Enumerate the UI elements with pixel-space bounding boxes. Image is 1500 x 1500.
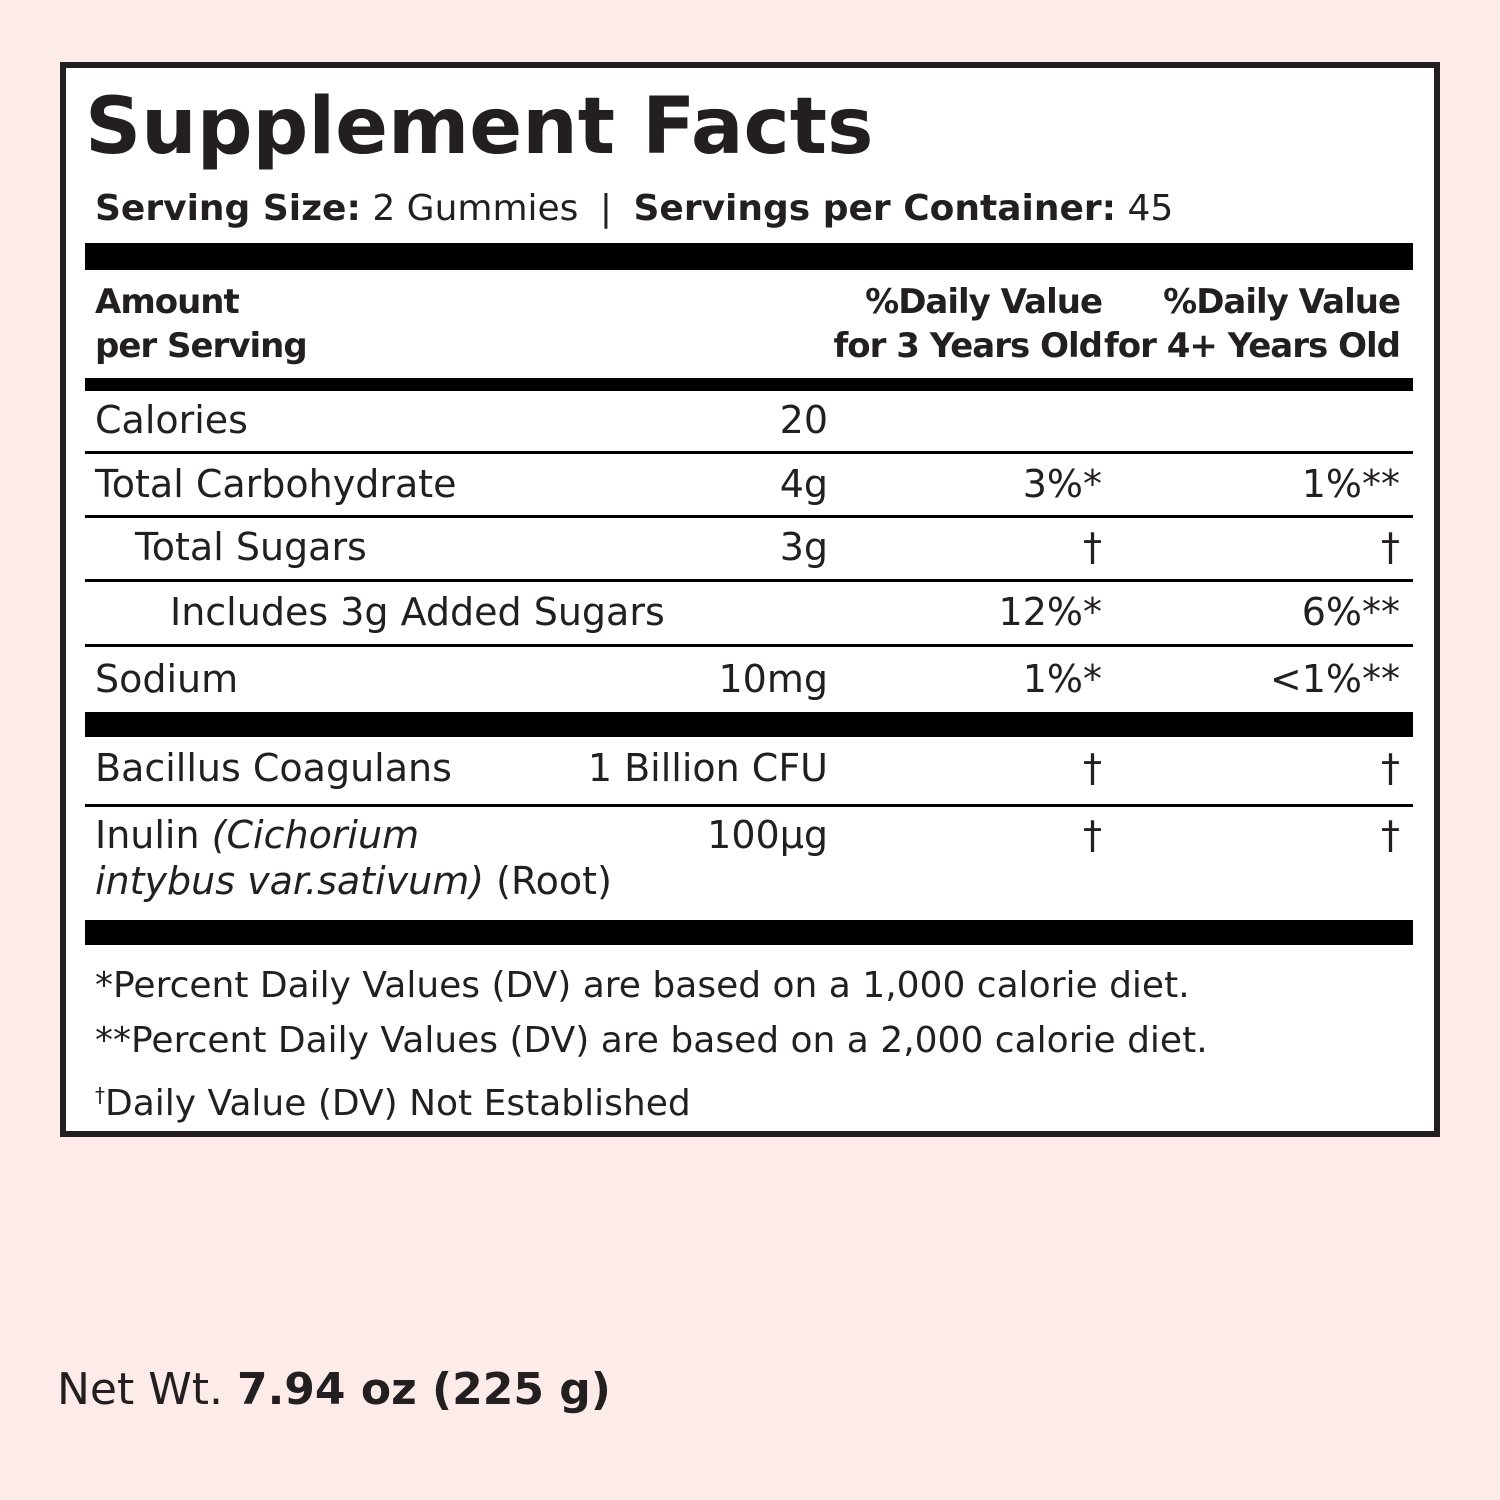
daily-value-4: †	[1381, 746, 1400, 790]
nutrient-name: Calories	[95, 397, 248, 443]
nutrient-name: Bacillus Coagulans	[95, 745, 452, 791]
medium-rule	[85, 378, 1413, 391]
daily-value-4: 6%**	[1301, 590, 1400, 634]
thin-rule	[85, 579, 1413, 582]
daily-value-4: †	[1381, 525, 1400, 569]
name-text: Sodium	[95, 657, 239, 701]
header-amount: Amount per Serving	[95, 280, 308, 368]
separator: |	[599, 188, 613, 229]
thick-rule	[85, 920, 1413, 945]
name-text: Total Sugars	[135, 525, 367, 569]
amount: 3g	[779, 525, 828, 569]
facts-panel	[60, 62, 1440, 1137]
amount: 10mg	[718, 657, 829, 701]
footnote: †Daily Value (DV) Not Established	[95, 1068, 1208, 1131]
title: Supplement Facts	[85, 82, 874, 172]
italic-line: (Cichorium	[211, 813, 420, 857]
serving-size-label: Serving Size:	[95, 188, 361, 229]
serving-size-value: 2 Gummies	[372, 188, 579, 229]
thin-rule	[85, 804, 1413, 807]
name-text: Includes 3g Added Sugars	[170, 590, 665, 634]
footnote: *Percent Daily Values (DV) are based on …	[95, 965, 1190, 1006]
thin-rule	[85, 451, 1413, 454]
header-line: for 4+ Years Old	[1104, 326, 1401, 366]
serving-line: Serving Size: 2 Gummies | Servings per C…	[95, 188, 1173, 229]
nutrient-name: Sodium	[95, 656, 238, 702]
header-line: Amount	[95, 282, 240, 322]
nutrient-name: Includes 3g Added Sugars	[170, 589, 665, 635]
name-text: Inulin	[95, 813, 200, 857]
net-weight-label: Net Wt.	[57, 1364, 223, 1415]
nutrient-name: Inulin (Cichorium intybus var.sativum) (R…	[95, 812, 612, 904]
amount: 20	[779, 398, 828, 442]
header-line: %Daily Value	[865, 282, 1103, 322]
servings-container-value: 45	[1127, 188, 1174, 229]
amount: 4g	[779, 462, 828, 506]
thick-rule	[85, 712, 1413, 737]
amount: 100µg	[707, 813, 828, 857]
italic-line: intybus var.sativum)	[95, 859, 485, 903]
daily-value-3: 1%*	[1022, 657, 1102, 701]
header-dv-4: %Daily Value for 4+ Years Old	[1104, 280, 1401, 368]
thin-rule	[85, 644, 1413, 647]
header-dv-3: %Daily Value for 3 Years Old	[834, 280, 1103, 368]
header-line: per Serving	[95, 326, 308, 366]
header-line: %Daily Value	[1163, 282, 1401, 322]
daily-value-3: †	[1083, 525, 1102, 569]
footnote-text: Daily Value (DV) Not Established	[105, 1083, 691, 1124]
name-text: Bacillus Coagulans	[95, 746, 452, 790]
thick-rule	[85, 243, 1413, 270]
name-italic: (Cichorium intybus var.sativum)	[95, 813, 484, 903]
daily-value-4: †	[1381, 813, 1400, 857]
footnotes: *Percent Daily Values (DV) are based on …	[95, 958, 1208, 1131]
daily-value-3: 12%*	[998, 590, 1102, 634]
daily-value-3: †	[1083, 746, 1102, 790]
name-text: Total Carbohydrate	[95, 462, 457, 506]
servings-container-label: Servings per Container:	[633, 188, 1117, 229]
daily-value-3: †	[1083, 813, 1102, 857]
amount: 1 Billion CFU	[587, 746, 828, 790]
thin-rule	[85, 515, 1413, 518]
name-text: Calories	[95, 398, 248, 442]
net-weight-value: 7.94 oz (225 g)	[236, 1364, 611, 1415]
name-suffix: (Root)	[496, 859, 612, 903]
daily-value-4: 1%**	[1301, 462, 1400, 506]
daily-value-3: 3%*	[1022, 462, 1102, 506]
dagger-mark: †	[95, 1083, 105, 1107]
header-line: for 3 Years Old	[833, 326, 1103, 366]
footnote: **Percent Daily Values (DV) are based on…	[95, 1020, 1208, 1061]
daily-value-4: <1%**	[1269, 657, 1400, 701]
nutrient-name: Total Sugars	[135, 524, 367, 570]
nutrient-name: Total Carbohydrate	[95, 461, 457, 507]
net-weight: Net Wt. 7.94 oz (225 g)	[57, 1364, 611, 1415]
